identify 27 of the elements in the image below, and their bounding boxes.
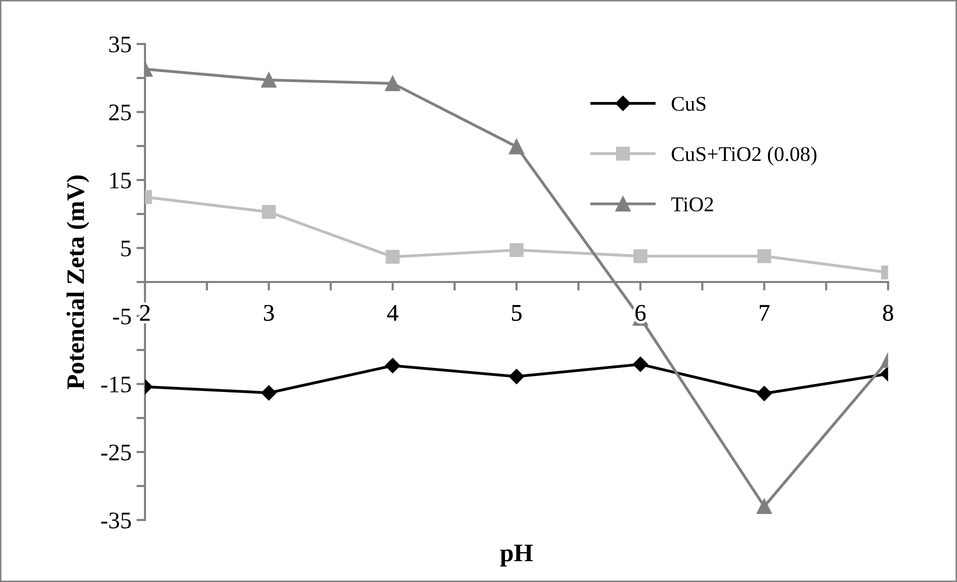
point <box>633 249 648 264</box>
x-tick-label: 2 <box>140 304 150 321</box>
y-tick-label: 15 <box>110 172 131 188</box>
y-tick-label: 35 <box>109 36 131 52</box>
y-tick-label: -25 <box>101 444 131 460</box>
x-tick-label: 4 <box>387 305 398 321</box>
legend-label: CuS+TiO2 (0.08) <box>672 146 816 166</box>
y-tick-label: 5 <box>121 240 131 256</box>
legend-label: CuS <box>672 96 706 111</box>
point <box>386 250 400 264</box>
y-tick-label: -15 <box>101 376 131 392</box>
point <box>510 243 524 257</box>
x-tick-label: 3 <box>264 304 274 321</box>
x-tick-label: 7 <box>760 305 770 321</box>
x-tick-label: 5 <box>512 305 522 321</box>
y-tick-label: 25 <box>109 104 131 120</box>
point <box>508 139 524 154</box>
point <box>632 356 648 372</box>
x-tick-label: 8 <box>883 304 894 321</box>
point <box>508 368 524 384</box>
y-tick-label: -5 <box>113 308 131 324</box>
x-axis-title: pH <box>500 544 533 566</box>
legend-label: TiO2 <box>671 197 713 212</box>
point <box>385 76 400 92</box>
y-tick-label: -35 <box>101 512 131 528</box>
y-axis-title: Potencial Zeta (mV) <box>66 176 90 390</box>
point <box>385 358 400 374</box>
